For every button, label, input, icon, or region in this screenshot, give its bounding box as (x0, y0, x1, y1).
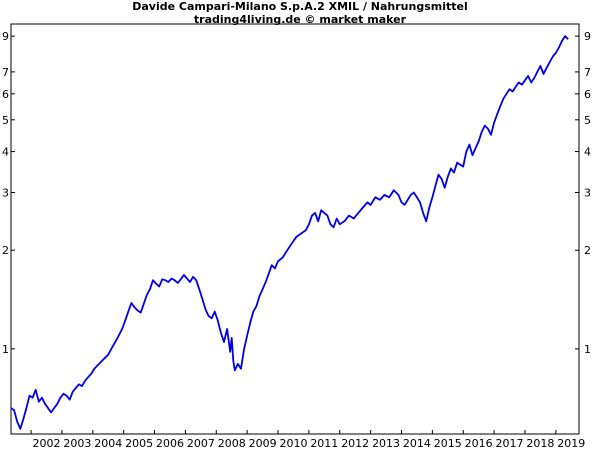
x-tick-label: 2012 (341, 437, 369, 450)
x-tick-label: 2006 (156, 437, 184, 450)
x-tick-label: 2018 (526, 437, 554, 450)
y-tick-label-left: 7 (2, 66, 9, 79)
y-tick-label-right: 2 (584, 244, 591, 257)
x-tick-label: 2004 (94, 437, 122, 450)
x-tick-label: 2017 (496, 437, 524, 450)
x-tick-label: 2013 (372, 437, 400, 450)
y-tick-label-right: 4 (584, 146, 591, 159)
x-tick-label: 2016 (465, 437, 493, 450)
chart-titles: Davide Campari-Milano S.p.A.2 XMIL / Nah… (0, 0, 600, 26)
x-tick-label: 2007 (187, 437, 215, 450)
y-axis-left: 9 7 6 5 4 3 2 1 (2, 30, 15, 356)
x-tick-label: 2015 (434, 437, 462, 450)
chart-subtitle: trading4living.de © market maker (193, 13, 407, 26)
y-tick-label-left: 5 (2, 114, 9, 127)
y-tick-label-left: 2 (2, 244, 9, 257)
price-line (10, 35, 569, 430)
y-tick-label-right: 1 (584, 343, 591, 356)
chart-title: Davide Campari-Milano S.p.A.2 XMIL / Nah… (132, 0, 468, 13)
x-tick-label: 2008 (218, 437, 246, 450)
y-tick-label-left: 6 (2, 88, 9, 101)
y-tick-label-left: 4 (2, 146, 9, 159)
x-tick-label: 2014 (403, 437, 431, 450)
x-tick-label: 2019 (557, 437, 585, 450)
x-axis: 2002 2003 2004 2005 2006 2007 2008 2009 2010 2011… (30, 430, 585, 450)
y-tick-label-right: 6 (584, 88, 591, 101)
x-tick-label: 2005 (125, 437, 153, 450)
plot-frame (10, 23, 580, 435)
x-tick-label: 2009 (249, 437, 277, 450)
x-tick-label: 2010 (279, 437, 307, 450)
y-tick-label-right: 9 (584, 30, 591, 43)
x-tick-label: 2002 (33, 437, 61, 450)
x-tick-label: 2011 (310, 437, 338, 450)
y-axis-right: 9 7 6 5 4 3 2 1 (575, 30, 591, 356)
y-tick-label-left: 9 (2, 30, 9, 43)
y-tick-label-left: 3 (2, 187, 9, 200)
x-tick-label: 2003 (63, 437, 91, 450)
y-tick-label-right: 5 (584, 114, 591, 127)
y-tick-label-right: 7 (584, 66, 591, 79)
y-tick-label-left: 1 (2, 343, 9, 356)
y-tick-label-right: 3 (584, 187, 591, 200)
